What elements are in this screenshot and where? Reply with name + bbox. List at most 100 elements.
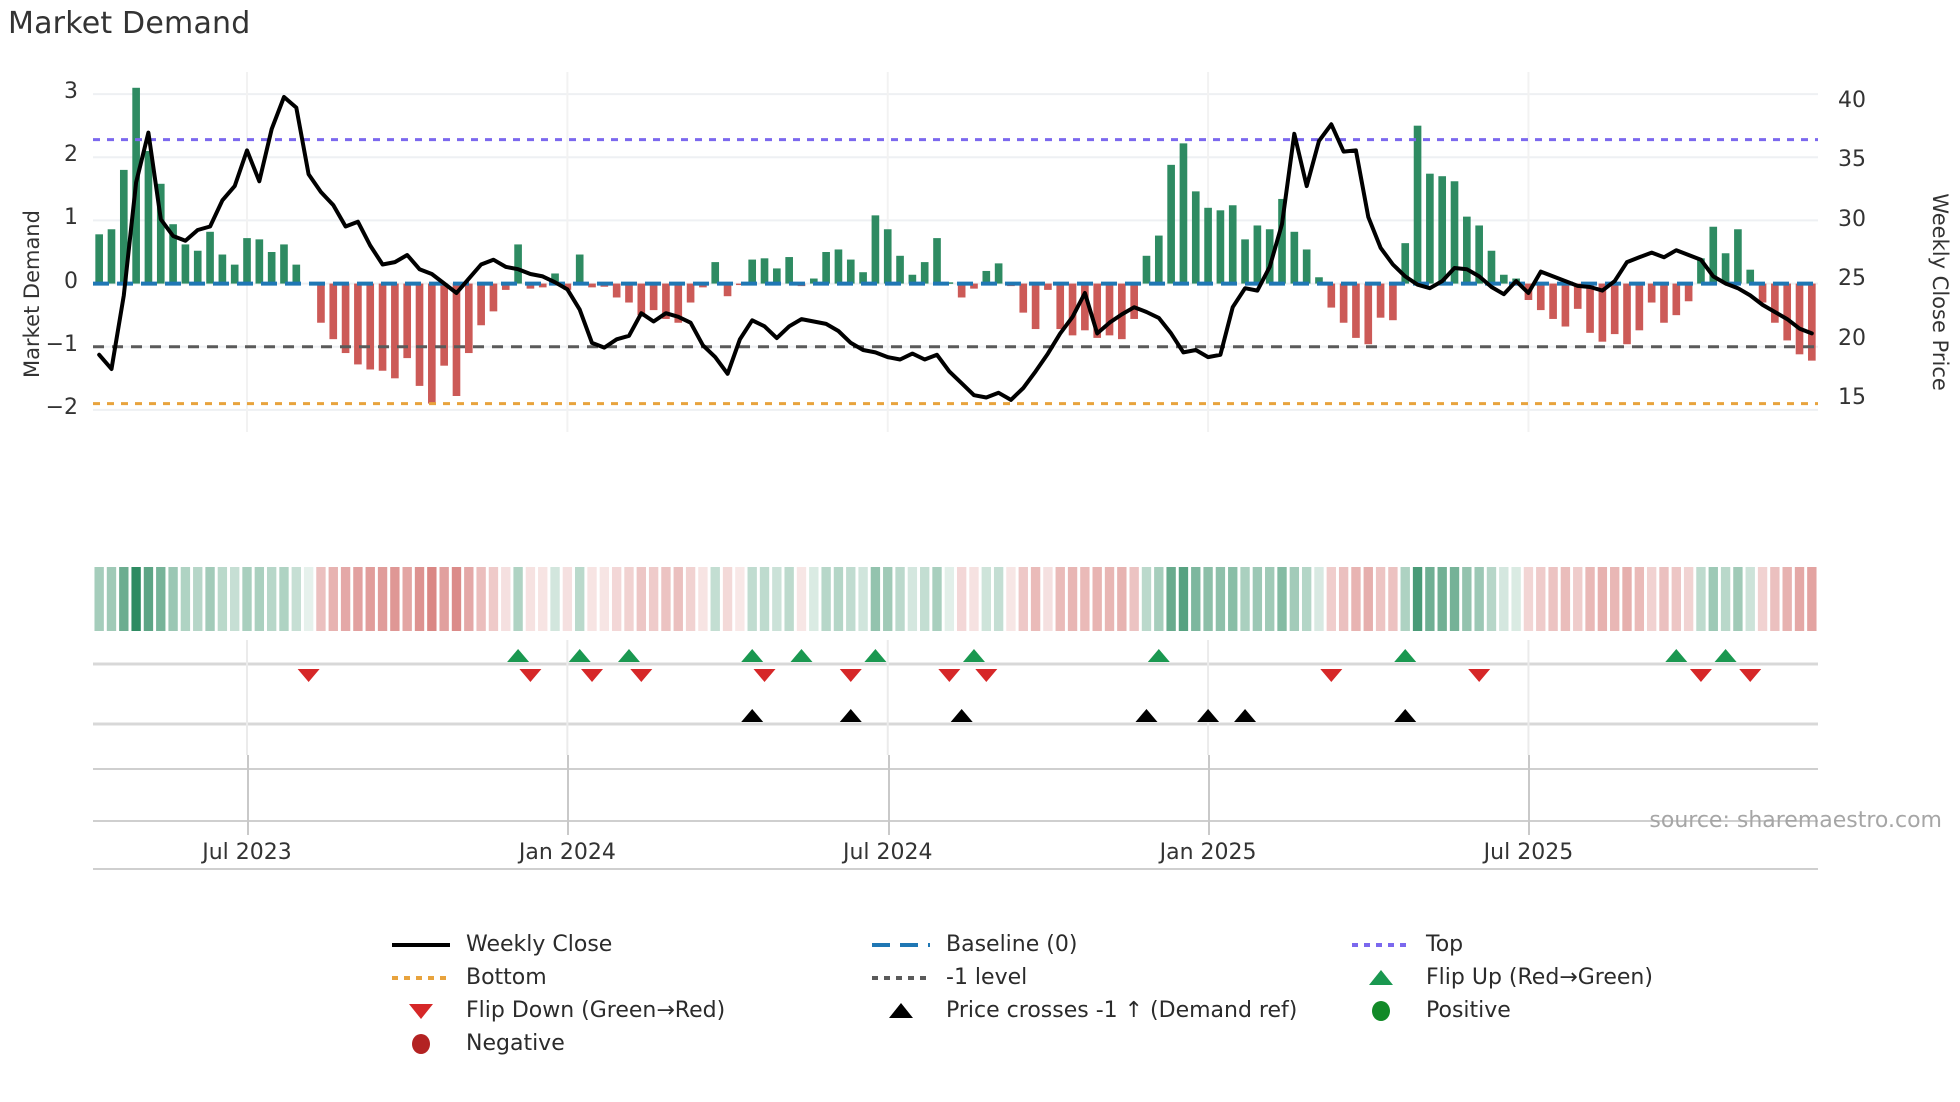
heatmap-cell-57	[796, 567, 807, 631]
demand-bar-46	[662, 283, 670, 319]
heatmap-cell-12	[242, 567, 252, 631]
price-cross-marker-2	[950, 709, 973, 722]
demand-bar-128	[1672, 283, 1681, 316]
demand-bar-81	[1093, 283, 1102, 338]
demand-bar-125	[1635, 283, 1644, 331]
demand-bar-28	[440, 283, 448, 366]
demand-bar-70	[957, 283, 966, 298]
legend-item-0[interactable]: Weekly Close	[390, 932, 870, 957]
legend-item-9[interactable]: Negative	[390, 1031, 870, 1056]
heatmap-cell-54	[759, 567, 770, 631]
demand-bar-54	[760, 258, 769, 284]
flip-down-marker-2	[581, 669, 604, 682]
demand-bar-52	[736, 283, 744, 286]
demand-bar-13	[255, 239, 264, 284]
flip-up-marker-4	[790, 649, 813, 662]
legend-item-2[interactable]: Top	[1350, 932, 1710, 957]
legend-swatch	[1350, 1000, 1412, 1022]
legend-label: Baseline (0)	[946, 932, 1078, 957]
heatmap-cell-65	[895, 567, 905, 631]
demand-bar-97	[1290, 231, 1299, 284]
heatmap-cell-36	[538, 567, 548, 631]
heatmap-cell-21	[353, 567, 363, 631]
source-caption: source: sharemaestro.com	[1649, 808, 1942, 833]
heatmap-cell-55	[772, 567, 782, 631]
demand-bar-19	[329, 283, 338, 340]
demand-bar-48	[686, 283, 695, 303]
demand-bar-7	[181, 244, 190, 284]
demand-bar-29	[452, 283, 461, 396]
demand-bar-44	[637, 283, 646, 316]
flip-down-marker-6	[938, 669, 961, 682]
heatmap-cell-67	[920, 567, 930, 631]
heatmap-cell-120	[1573, 567, 1583, 631]
flip-down-marker-10	[1689, 669, 1712, 682]
price-cross-marker-0	[741, 709, 764, 722]
demand-bar-15	[280, 244, 288, 284]
demand-bar-68	[933, 238, 941, 284]
y-tick-left-2: 1	[64, 205, 78, 231]
demand-bar-18	[317, 283, 325, 323]
demand-bar-31	[477, 283, 485, 326]
legend-triangle-up-icon	[889, 1002, 913, 1018]
legend-swatch	[1350, 934, 1412, 956]
heatmap-cell-66	[907, 567, 918, 631]
heatmap-cell-64	[883, 567, 893, 631]
heatmap-cell-119	[1560, 567, 1571, 631]
demand-bar-109	[1438, 176, 1447, 284]
heatmap-cell-116	[1523, 567, 1534, 631]
legend-label: Top	[1426, 932, 1464, 957]
demand-bar-89	[1191, 191, 1200, 284]
legend-item-3[interactable]: Bottom	[390, 965, 870, 990]
legend-label: Flip Down (Green→Red)	[466, 998, 726, 1023]
heatmap-cell-87	[1166, 567, 1176, 631]
legend-item-4[interactable]: -1 level	[870, 965, 1350, 990]
demand-bar-91	[1216, 210, 1225, 284]
heatmap-cell-101	[1338, 567, 1349, 631]
legend-item-6[interactable]: Flip Down (Green→Red)	[390, 998, 870, 1023]
demand-bar-94	[1253, 225, 1262, 284]
flip-up-marker-9	[1665, 649, 1688, 662]
demand-bar-103	[1364, 283, 1373, 345]
demand-bar-76	[1031, 283, 1040, 330]
legend-item-1[interactable]: Baseline (0)	[870, 932, 1350, 957]
y-tick-right-4: 20	[1838, 325, 1866, 351]
heatmap-cell-110	[1449, 567, 1460, 631]
legend-item-7[interactable]: Price crosses -1 ↑ (Demand ref)	[870, 998, 1350, 1023]
demand-bar-129	[1684, 283, 1693, 302]
demand-bar-101	[1339, 283, 1348, 323]
heatmap-cell-22	[365, 567, 375, 631]
heatmap-cell-58	[809, 567, 819, 631]
demand-bar-84	[1130, 283, 1138, 319]
flip-down-marker-11	[1739, 669, 1762, 682]
flip-down-marker-1	[519, 669, 542, 682]
demand-bar-96	[1278, 198, 1286, 284]
y-axis-label-right: Weekly Close Price	[1928, 193, 1952, 391]
heatmap-cell-59	[821, 567, 831, 631]
heatmap-cell-108	[1425, 567, 1435, 631]
legend-item-5[interactable]: Flip Up (Red→Green)	[1350, 965, 1710, 990]
heatmap-cell-63	[870, 567, 881, 631]
heatmap-cell-130	[1696, 567, 1706, 631]
heatmap-cell-86	[1154, 567, 1164, 631]
demand-bar-23	[378, 283, 387, 371]
legend-label: -1 level	[946, 965, 1028, 990]
demand-bar-64	[883, 229, 892, 284]
demand-bar-77	[1044, 283, 1052, 290]
heatmap-cell-136	[1770, 567, 1780, 631]
flip-down-marker-9	[1468, 669, 1491, 682]
heatmap-cell-23	[377, 567, 388, 631]
legend-item-8[interactable]: Positive	[1350, 998, 1710, 1023]
demand-bar-135	[1758, 283, 1767, 303]
heatmap-cell-107	[1412, 567, 1423, 631]
heatmap-cell-111	[1462, 567, 1472, 631]
heatmap-cell-40	[587, 567, 597, 631]
legend-dashed-icon	[872, 942, 930, 947]
legend-label: Positive	[1426, 998, 1511, 1023]
price-cross-marker-5	[1234, 709, 1257, 722]
heatmap-cell-118	[1548, 567, 1558, 631]
heatmap-cell-79	[1067, 567, 1078, 631]
heatmap-cell-60	[833, 567, 844, 631]
heatmap-cell-137	[1782, 567, 1792, 631]
flip-down-marker-4	[753, 669, 776, 682]
